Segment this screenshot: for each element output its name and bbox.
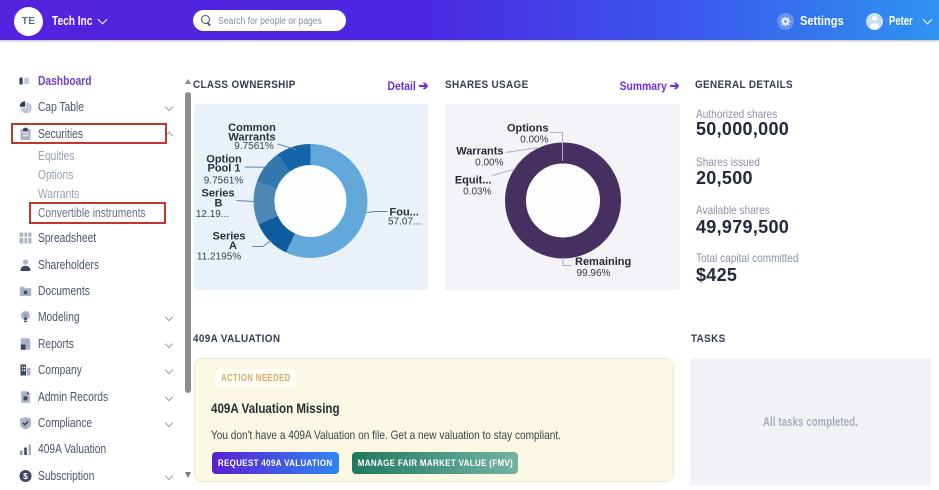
svg-text:99.96%: 99.96% [576,268,610,279]
svg-text:Options: Options [506,122,548,134]
svg-text:9.7561%: 9.7561% [203,175,243,186]
svg-text:Remaining: Remaining [575,256,631,268]
svg-text:Equit...: Equit... [454,174,491,186]
svg-text:57.07...: 57.07... [388,216,421,227]
svg-text:B: B [214,197,222,209]
svg-text:0.00%: 0.00% [475,157,503,168]
svg-text:12.19...: 12.19... [195,209,228,220]
svg-text:Common: Common [228,122,276,134]
svg-text:Series: Series [212,230,245,242]
svg-text:11.2195%: 11.2195% [196,251,240,262]
svg-text:Warrants: Warrants [228,131,275,143]
svg-text:Pool 1: Pool 1 [207,162,240,174]
svg-text:Option: Option [206,153,242,165]
svg-text:Warrants: Warrants [456,145,503,157]
svg-text:$: $ [23,471,28,481]
svg-text:9.7561%: 9.7561% [234,141,274,152]
svg-text:Series: Series [201,187,234,199]
svg-text:Fou...: Fou... [389,206,418,218]
svg-text:0.03%: 0.03% [463,186,491,197]
svg-text:A: A [229,240,237,252]
svg-text:0.00%: 0.00% [520,134,548,145]
